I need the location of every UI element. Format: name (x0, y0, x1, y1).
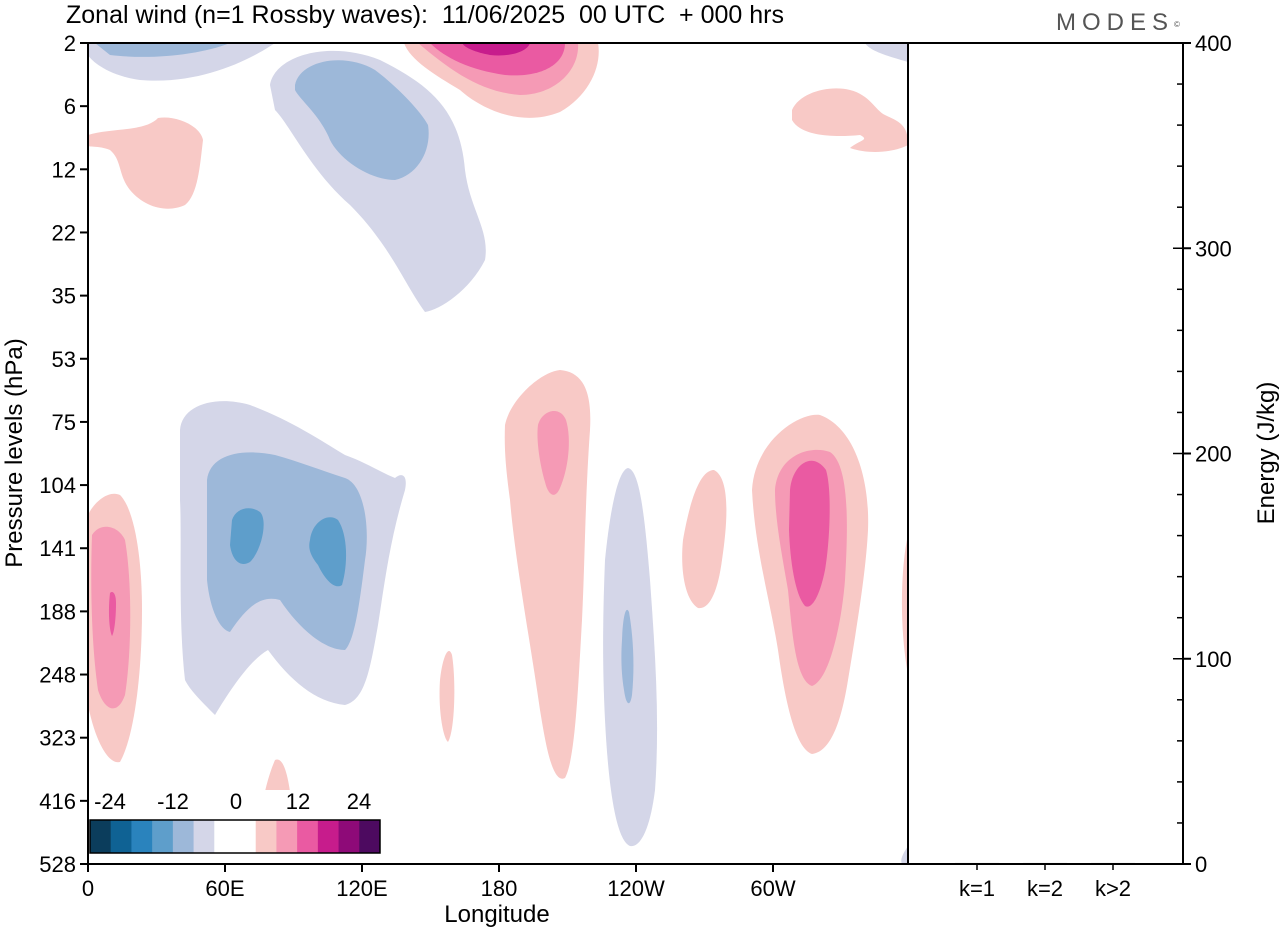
colorbar-cell (131, 820, 153, 853)
chart-title: Zonal wind (n=1 Rossby waves): 11/06/202… (66, 1, 784, 29)
contour-pos-upper-left (88, 117, 203, 209)
colorbar-cell (193, 820, 215, 853)
y-tick-label: 416 (39, 789, 76, 814)
y-tick-label: 528 (39, 852, 76, 877)
contour-field (88, 43, 908, 864)
contour-pos-col-90w (682, 470, 727, 609)
logo-mark: © (1174, 20, 1180, 29)
x-axis-title: Longitude (444, 901, 549, 928)
y-tick-label: 22 (52, 220, 76, 245)
colorbar-cell (276, 820, 298, 853)
colorbar-cell (90, 820, 112, 853)
y-tick-label: 104 (39, 473, 76, 498)
y-tick-label: 188 (39, 599, 76, 624)
energy-tick-label: 0 (1195, 852, 1207, 877)
y-tick-label: 141 (39, 536, 76, 561)
contour-neg-bottom-right (901, 846, 908, 864)
y-tick-label: 6 (64, 94, 76, 119)
x-tick-label: 60W (750, 876, 795, 901)
colorbar-cell (172, 820, 195, 853)
energy-bar (1091, 862, 1135, 865)
energy-bar (955, 862, 999, 865)
colorbar-tick-label: -12 (157, 789, 189, 814)
contour-neg-mid-blob-2 (309, 517, 347, 587)
y-tick-label: 35 (52, 284, 76, 309)
energy-tick-label: 300 (1195, 236, 1232, 261)
colorbar-tick-label: 12 (286, 789, 310, 814)
y-axis-title: Pressure levels (hPa) (1, 338, 28, 567)
y-axis: 2 6 12 22 35 53 75 104 141 188 248 323 416 528 (39, 31, 88, 877)
colorbar-cell (317, 820, 340, 853)
energy-tick-label: 100 (1195, 647, 1232, 672)
colorbar-cell (338, 820, 360, 853)
contour-neg-upper-core (295, 60, 429, 180)
contour-pos-top-3 (430, 43, 565, 76)
contour-pos-60w-3 (789, 460, 830, 607)
x-tick-label: 60E (205, 876, 244, 901)
contour-pos-left-column-3 (108, 592, 116, 636)
colorbar-cell (255, 820, 277, 853)
colorbar: -24 -12 0 12 24 (88, 789, 382, 864)
y-tick-label: 12 (52, 157, 76, 182)
energy-tick-label: 200 (1195, 442, 1232, 467)
colorbar-cell (110, 820, 132, 853)
x-tick-label: 120W (607, 876, 665, 901)
colorbar-cell (235, 820, 257, 853)
contour-neg-mid-blob-1 (230, 508, 264, 565)
colorbar-tick-label: -24 (94, 789, 126, 814)
y-tick-label: 248 (39, 663, 76, 688)
colorbar-cell (214, 820, 236, 853)
energy-bars: k=1 k=2 k>2 (955, 862, 1135, 901)
contour-pos-thin (439, 651, 455, 742)
colorbar-frame (89, 819, 381, 854)
colorbar-cell (152, 820, 174, 853)
y-tick-label: 53 (52, 347, 76, 372)
contour-pos-right-edge (901, 535, 908, 675)
colorbar-tick-label: 24 (347, 789, 371, 814)
colorbar-cell (297, 820, 319, 853)
contour-neg-col-120w-core (621, 609, 634, 704)
y-tick-label: 2 (64, 31, 76, 56)
energy-category-label: k>2 (1095, 876, 1131, 901)
contour-pos-col-180-2 (537, 410, 569, 495)
energy-axis-title: Energy (J/kg) (1253, 382, 1280, 525)
contour-pos-top-4 (462, 43, 530, 56)
y-tick-label: 323 (39, 726, 76, 751)
modes-logo: MODES© (1056, 8, 1180, 38)
contour-pos-upper-right (792, 88, 908, 152)
contour-neg-mid-core (207, 452, 367, 650)
energy-category-label: k=2 (1027, 876, 1063, 901)
energy-category-label: k=1 (959, 876, 995, 901)
contour-neg-top-right (865, 43, 908, 62)
colorbar-tick-label: 0 (230, 789, 242, 814)
energy-tick-label: 400 (1195, 31, 1232, 56)
x-tick-label: 0 (82, 876, 94, 901)
x-tick-label: 120E (336, 876, 387, 901)
energy-bar (1023, 862, 1067, 865)
contour-neg-top-left-inner (95, 43, 230, 57)
logo-text: MODES (1056, 9, 1175, 36)
energy-axis: 0 100 200 300 400 (1173, 31, 1232, 877)
colorbar-cell (359, 820, 381, 853)
x-tick-label: 180 (481, 876, 518, 901)
x-axis: 0 60E 120E 180 120W 60W (82, 864, 796, 901)
contour-pos-col-180 (504, 370, 591, 779)
y-tick-label: 75 (52, 410, 76, 435)
